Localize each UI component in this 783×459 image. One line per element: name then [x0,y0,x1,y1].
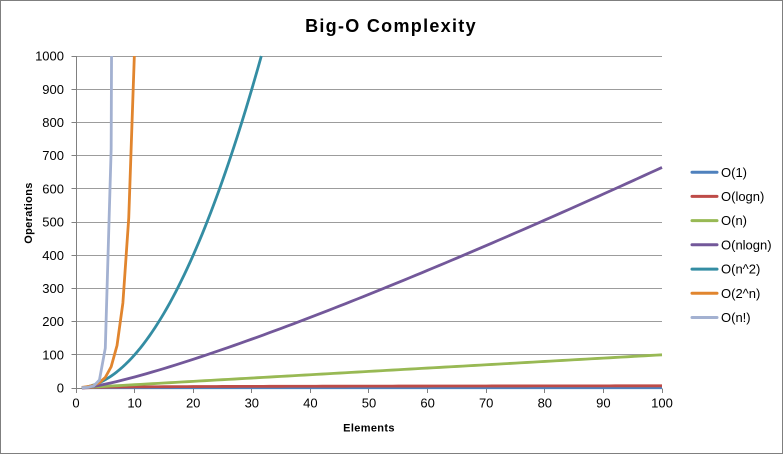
svg-text:30: 30 [245,396,259,411]
svg-text:20: 20 [186,396,200,411]
svg-text:O(2^n): O(2^n) [721,286,760,301]
svg-text:Operations: Operations [23,182,35,244]
svg-text:O(n): O(n) [721,213,747,228]
svg-text:40: 40 [303,396,317,411]
svg-text:200: 200 [42,314,64,329]
svg-text:90: 90 [596,396,610,411]
svg-text:1000: 1000 [35,49,64,64]
svg-text:0: 0 [72,396,79,411]
svg-text:60: 60 [420,396,434,411]
svg-text:70: 70 [479,396,493,411]
svg-text:50: 50 [362,396,376,411]
svg-text:O(n!): O(n!) [721,310,751,325]
svg-text:900: 900 [42,82,64,97]
svg-text:0: 0 [57,381,64,396]
svg-text:100: 100 [651,396,673,411]
svg-text:100: 100 [42,347,64,362]
svg-text:600: 600 [42,181,64,196]
svg-text:80: 80 [538,396,552,411]
svg-text:O(n^2): O(n^2) [721,262,760,277]
svg-text:Elements: Elements [343,423,395,435]
svg-text:O(1): O(1) [721,165,747,180]
svg-text:700: 700 [42,148,64,163]
svg-text:Big-O Complexity: Big-O Complexity [305,16,477,36]
svg-text:10: 10 [127,396,141,411]
svg-text:800: 800 [42,115,64,130]
svg-text:400: 400 [42,248,64,263]
svg-text:O(nlogn): O(nlogn) [721,237,772,252]
svg-text:O(logn): O(logn) [721,189,764,204]
svg-text:500: 500 [42,215,64,230]
svg-text:300: 300 [42,281,64,296]
